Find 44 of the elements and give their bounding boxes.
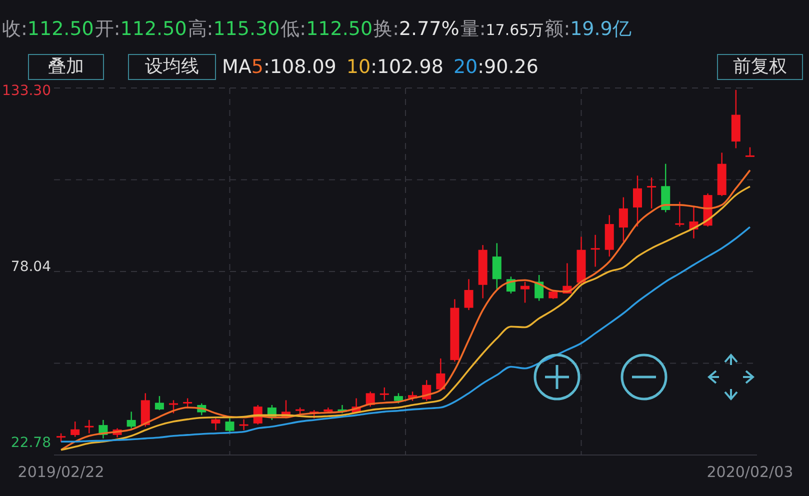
candlestick (492, 242, 502, 290)
text: 叠加 (28, 54, 104, 80)
candlestick (126, 411, 136, 429)
candlestick (211, 418, 220, 431)
text: 前复权 (717, 54, 803, 80)
text: :90.26 (478, 56, 538, 78)
candlestick (380, 386, 389, 401)
text: 量:17.65万 (460, 17, 544, 42)
candlestick (84, 419, 94, 434)
text: 低:112.50 (280, 17, 373, 42)
text: 换:2.77% (374, 17, 460, 42)
text: 20 (453, 56, 478, 78)
candlestick (239, 418, 248, 431)
candlestick (647, 176, 656, 210)
candlestick (590, 234, 600, 268)
text: 10 (346, 56, 371, 78)
text: 设均线 (128, 54, 216, 80)
candlestick (618, 196, 628, 242)
candlestick (225, 418, 234, 432)
text: 开:112.50 (94, 17, 187, 42)
candlestick (534, 274, 544, 302)
candlestick (520, 281, 530, 304)
text: 收:112.50 (2, 17, 94, 42)
x-tick-label: 2020/02/03 (706, 463, 794, 481)
y-tick-label: 133.30 (2, 82, 51, 99)
candlestick (675, 201, 684, 228)
text: :108.09 (263, 56, 336, 78)
text: 额:19.9亿 (544, 17, 632, 42)
candlestick (169, 400, 178, 414)
y-tick-label: 22.78 (10, 434, 51, 451)
text: :102.98 (370, 56, 444, 78)
candlestick (464, 278, 474, 311)
x-tick-label: 2019/02/22 (18, 463, 104, 481)
line-series (60, 226, 751, 443)
y-tick-label: 78.04 (10, 258, 52, 275)
candlestick (436, 358, 446, 392)
candlestick (632, 175, 642, 228)
candlestick (154, 395, 164, 411)
candlestick (70, 420, 80, 438)
candlestick (661, 163, 670, 213)
legend-title: MA (222, 56, 252, 78)
text: 5 (251, 56, 264, 78)
text: 高:115.30 (188, 17, 280, 42)
candlestick (394, 392, 403, 404)
